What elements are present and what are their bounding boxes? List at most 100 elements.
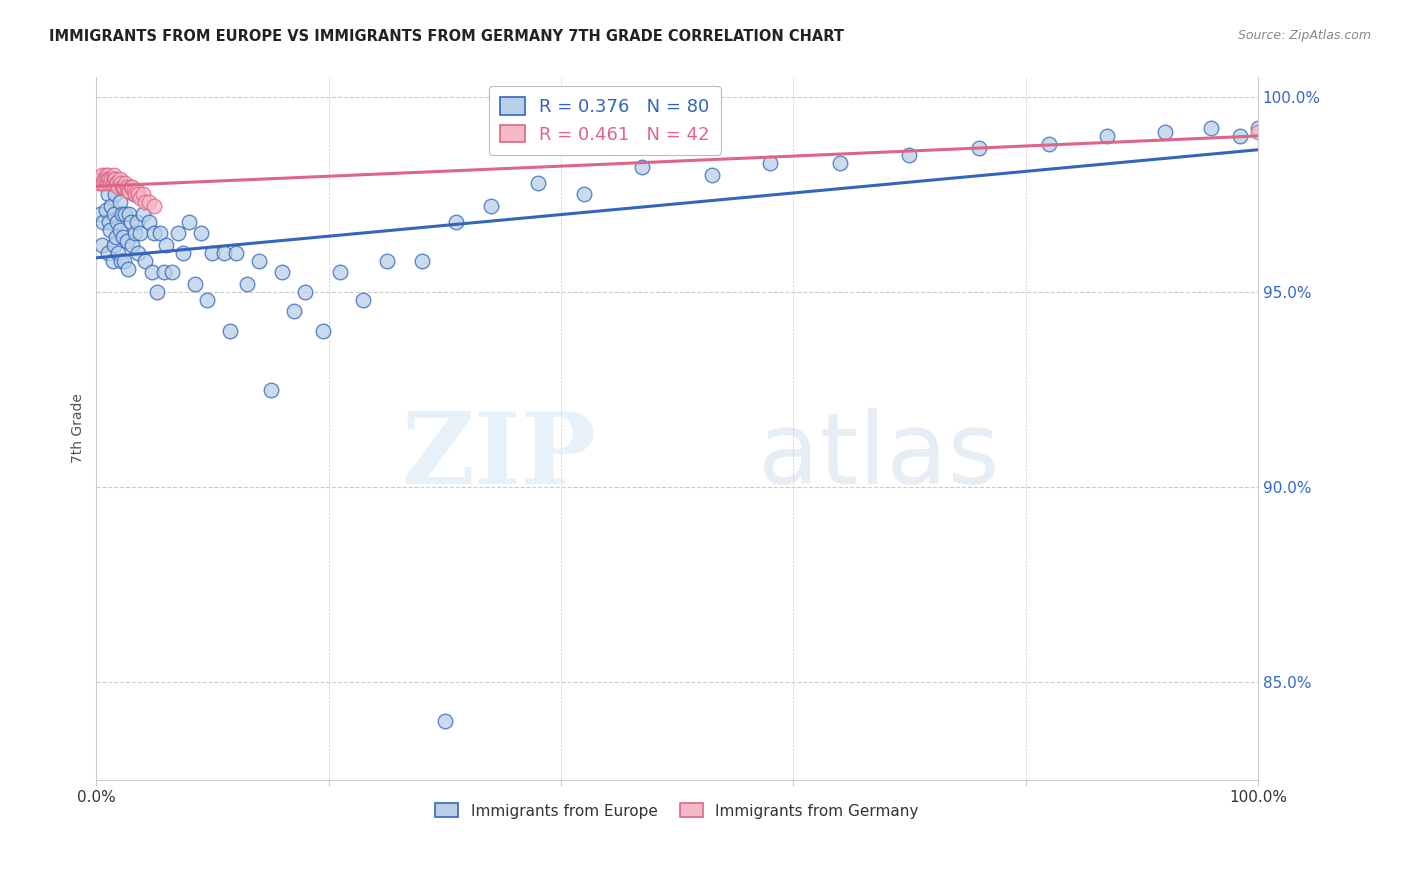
Point: [127, 246, 149, 260]
Point: [97, 172, 120, 186]
Point: [103, 238, 125, 252]
Point: [134, 253, 156, 268]
Point: [94, 172, 117, 186]
Point: [155, 238, 177, 252]
Point: [631, 160, 654, 174]
Point: [149, 227, 172, 241]
Text: atlas: atlas: [758, 409, 1000, 505]
Point: [112, 253, 135, 268]
Point: [271, 265, 294, 279]
Point: [1038, 136, 1060, 151]
Point: [107, 246, 129, 260]
Point: [105, 176, 128, 190]
Point: [127, 187, 149, 202]
Point: [101, 176, 124, 190]
Point: [115, 179, 138, 194]
Point: [89, 207, 111, 221]
Point: [294, 285, 316, 299]
Point: [124, 227, 146, 241]
Point: [91, 215, 114, 229]
Point: [1201, 121, 1223, 136]
Point: [129, 227, 152, 241]
Point: [329, 265, 352, 279]
Point: [1095, 128, 1118, 143]
Point: [122, 184, 145, 198]
Point: [107, 179, 129, 194]
Point: [111, 179, 134, 194]
Point: [118, 207, 141, 221]
Point: [91, 168, 114, 182]
Point: [108, 222, 131, 236]
Point: [1229, 128, 1251, 143]
Point: [100, 199, 122, 213]
Point: [1154, 125, 1177, 139]
Point: [172, 246, 194, 260]
Point: [446, 215, 468, 229]
Point: [212, 246, 235, 260]
Point: [112, 230, 135, 244]
Point: [219, 324, 242, 338]
Point: [108, 195, 131, 210]
Point: [132, 207, 155, 221]
Point: [312, 324, 335, 338]
Point: [195, 293, 218, 307]
Point: [145, 285, 167, 299]
Point: [87, 176, 110, 190]
Point: [93, 172, 115, 186]
Point: [103, 172, 125, 186]
Text: ZIP: ZIP: [401, 409, 596, 505]
Point: [236, 277, 259, 292]
Point: [1247, 125, 1270, 139]
Point: [828, 156, 851, 170]
Point: [433, 714, 456, 728]
Point: [117, 261, 139, 276]
Point: [141, 265, 163, 279]
Text: Source: ZipAtlas.com: Source: ZipAtlas.com: [1237, 29, 1371, 42]
Point: [152, 265, 174, 279]
Point: [105, 215, 128, 229]
Point: [96, 176, 118, 190]
Point: [526, 176, 548, 190]
Point: [121, 179, 143, 194]
Point: [103, 168, 125, 182]
Point: [98, 215, 121, 229]
Point: [129, 191, 152, 205]
Point: [132, 187, 155, 202]
Point: [700, 168, 723, 182]
Point: [100, 172, 122, 186]
Point: [105, 176, 128, 190]
Point: [98, 172, 121, 186]
Point: [353, 293, 375, 307]
Point: [898, 148, 921, 162]
Point: [110, 176, 132, 190]
Point: [283, 304, 305, 318]
Point: [103, 207, 125, 221]
Point: [98, 222, 121, 236]
Point: [967, 141, 990, 155]
Point: [138, 215, 160, 229]
Point: [572, 187, 595, 202]
Point: [110, 253, 132, 268]
Point: [104, 187, 127, 202]
Point: [91, 176, 114, 190]
Point: [247, 253, 270, 268]
Point: [98, 176, 121, 190]
Point: [97, 246, 120, 260]
Text: IMMIGRANTS FROM EUROPE VS IMMIGRANTS FROM GERMANY 7TH GRADE CORRELATION CHART: IMMIGRANTS FROM EUROPE VS IMMIGRANTS FRO…: [49, 29, 844, 44]
Point: [108, 172, 131, 186]
Point: [94, 168, 117, 182]
Point: [479, 199, 502, 213]
Point: [125, 184, 148, 198]
Point: [112, 179, 135, 194]
Point: [1247, 121, 1270, 136]
Point: [97, 168, 120, 182]
Point: [90, 172, 112, 186]
Point: [121, 238, 143, 252]
Point: [91, 238, 114, 252]
Point: [111, 207, 134, 221]
Point: [134, 195, 156, 210]
Point: [104, 172, 127, 186]
Point: [759, 156, 782, 170]
Point: [120, 215, 142, 229]
Point: [375, 253, 398, 268]
